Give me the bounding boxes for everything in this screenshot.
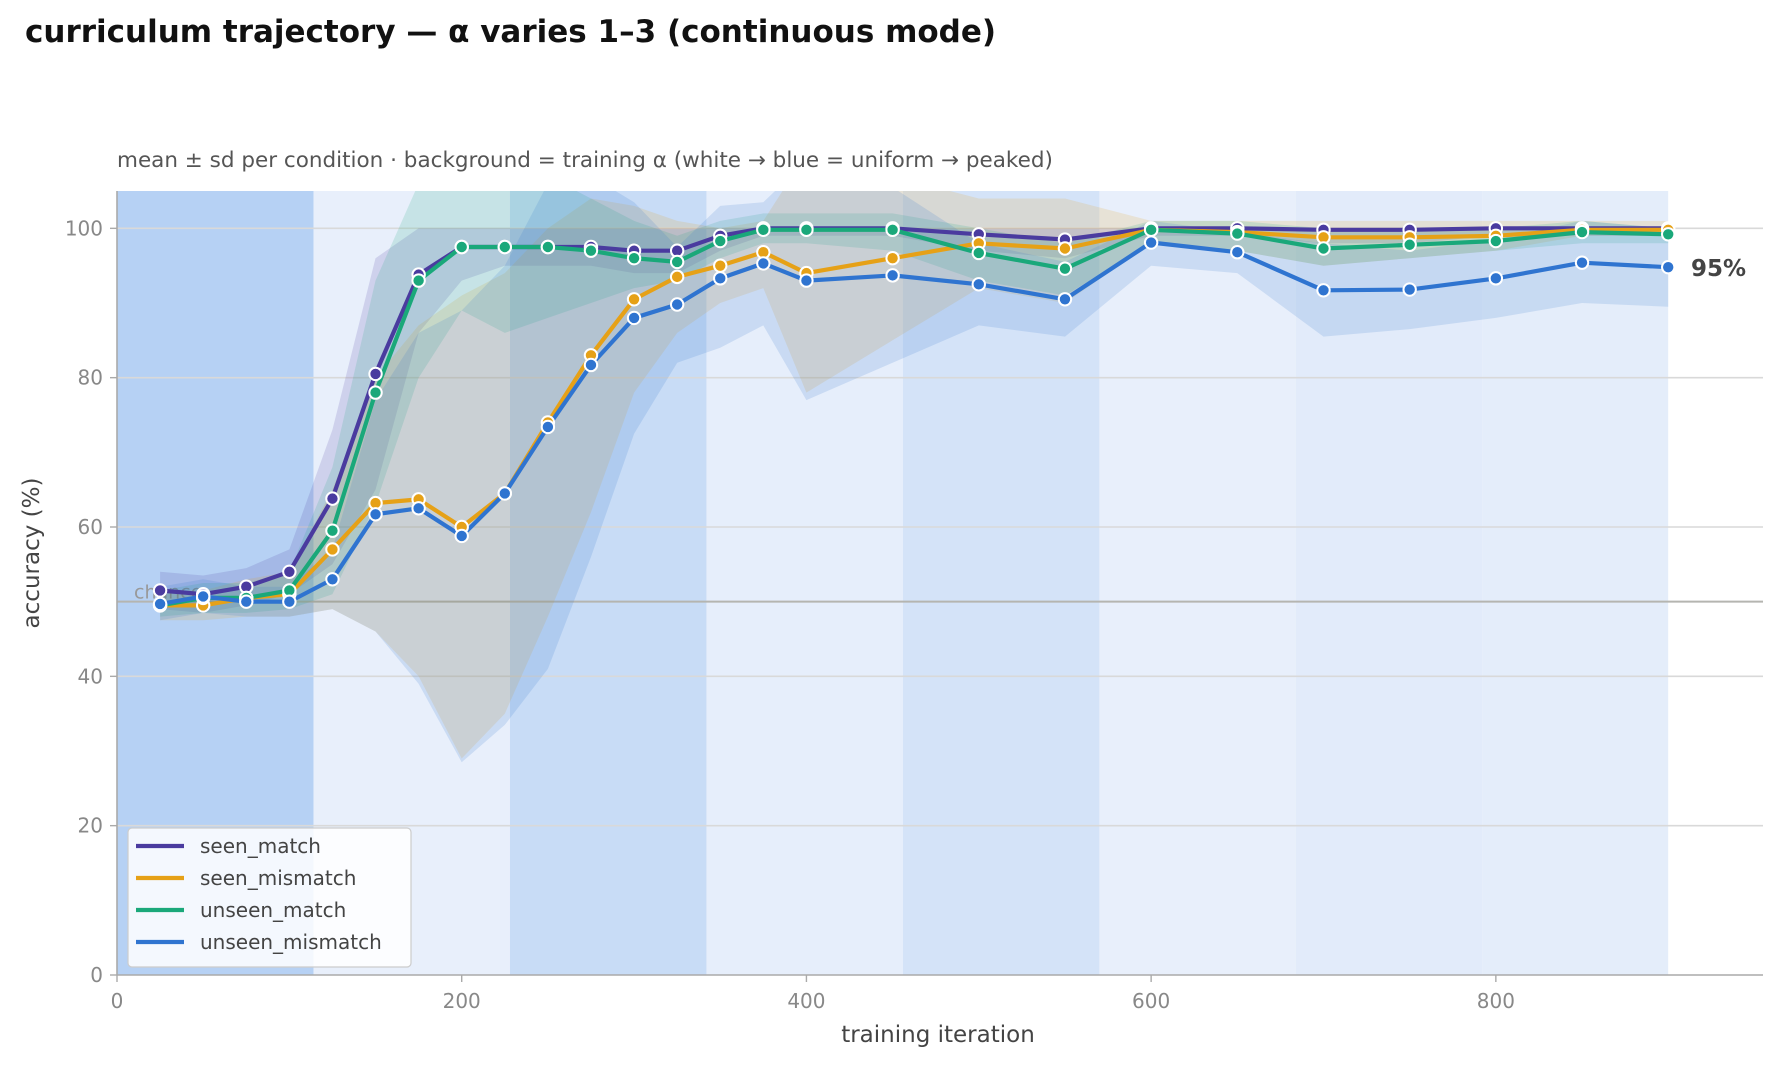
point-unseen_match [1488, 233, 1504, 249]
point-unseen_mismatch [195, 589, 211, 604]
point-unseen_match [1574, 224, 1590, 240]
series-lines [158, 226, 1671, 608]
y-tick-label: 100 [65, 216, 103, 240]
sd-band-seen_mismatch [160, 191, 1669, 759]
point-unseen_match [1057, 261, 1073, 276]
point-unseen_match [497, 239, 513, 255]
point-unseen_mismatch [1488, 271, 1504, 286]
point-unseen_match [411, 273, 426, 288]
point-unseen_match [885, 222, 900, 238]
point-unseen_mismatch [756, 256, 771, 271]
point-seen_match [368, 366, 383, 382]
alpha-band [1482, 191, 1669, 975]
point-seen_match [152, 583, 168, 598]
point-unseen_mismatch [1316, 283, 1331, 298]
point-unseen_match [325, 523, 340, 538]
point-unseen_mismatch [497, 486, 513, 501]
point-unseen_mismatch [1574, 255, 1590, 270]
point-seen_mismatch [669, 269, 685, 285]
alpha-band [1099, 191, 1296, 975]
alpha-band [706, 191, 903, 975]
legend-entry: unseen_mismatch [200, 930, 382, 954]
point-seen_mismatch [885, 251, 900, 266]
point-unseen_mismatch [368, 507, 383, 522]
point-unseen_match [540, 239, 556, 255]
point-unseen_mismatch [282, 594, 297, 609]
y-tick-label: 80 [78, 366, 103, 390]
y-tick-label: 40 [78, 664, 103, 688]
sd-band-unseen_mismatch [160, 191, 1669, 763]
point-unseen_mismatch [1143, 235, 1159, 250]
legend-box [127, 827, 412, 968]
point-seen_match [325, 491, 340, 506]
series-markers [152, 221, 1676, 613]
axes: 0 20 40 60 80 100 0 200 400 600 800 [65, 191, 1763, 1013]
point-unseen_mismatch [540, 419, 556, 435]
point-unseen_match [626, 251, 642, 266]
point-unseen_match [799, 222, 814, 238]
point-unseen_mismatch [626, 310, 642, 326]
point-unseen_match [1143, 222, 1159, 238]
point-unseen_mismatch [713, 271, 728, 286]
point-unseen_mismatch [411, 501, 426, 516]
point-seen_mismatch [325, 542, 340, 557]
point-unseen_mismatch [669, 297, 685, 312]
x-tick-label: 400 [787, 989, 825, 1013]
point-unseen_mismatch [583, 357, 599, 373]
point-unseen_match [1661, 227, 1676, 242]
point-seen_mismatch [713, 258, 728, 273]
point-unseen_mismatch [152, 596, 168, 612]
point-unseen_match [1316, 241, 1331, 256]
line-seen_mismatch [158, 227, 1671, 608]
y-tick-label: 20 [78, 814, 103, 838]
point-unseen_match [583, 243, 599, 258]
alpha-background-bands [117, 191, 1763, 975]
point-unseen_match [1402, 237, 1417, 252]
point-unseen_match [368, 385, 383, 400]
point-unseen_mismatch [1057, 292, 1073, 307]
x-tick-label: 200 [443, 989, 481, 1013]
alpha-band [902, 191, 1100, 975]
legend-entry: seen_mismatch [200, 866, 356, 890]
y-axis-label: accuracy (%) [19, 478, 45, 629]
point-unseen_match [971, 245, 986, 261]
x-tick-label: 0 [111, 989, 124, 1013]
point-seen_match [282, 564, 297, 579]
point-unseen_mismatch [1661, 259, 1676, 275]
point-unseen_mismatch [1402, 282, 1417, 297]
point-unseen_mismatch [971, 277, 986, 292]
legend-entry: seen_match [200, 834, 321, 858]
legend-entry: unseen_match [200, 898, 346, 922]
point-unseen_mismatch [325, 572, 340, 587]
line-seen_match [158, 226, 1671, 597]
point-unseen_mismatch [1230, 245, 1245, 260]
point-seen_mismatch [626, 292, 642, 307]
x-axis-label: training iteration [841, 1022, 1035, 1048]
y-tick-label: 0 [90, 963, 103, 987]
x-tick-label: 600 [1132, 989, 1170, 1013]
point-unseen_mismatch [885, 268, 900, 283]
x-tick-label: 800 [1477, 989, 1515, 1013]
sd-band-unseen_match [160, 191, 1669, 617]
point-seen_mismatch [1057, 241, 1073, 256]
point-unseen_match [756, 222, 771, 238]
point-unseen_match [1230, 226, 1245, 241]
alpha-band [1295, 191, 1483, 975]
point-unseen_mismatch [239, 594, 254, 609]
end-value-annotation: 95% [1691, 256, 1746, 282]
legend: seen_match seen_mismatch unseen_matchunsee… [127, 827, 412, 968]
alpha-band [509, 191, 707, 975]
point-unseen_match [669, 254, 685, 270]
chart-title: curriculum trajectory — α varies 1–3 (co… [25, 14, 997, 50]
point-unseen_mismatch [454, 528, 469, 544]
line-unseen_match [158, 227, 1671, 608]
point-unseen_match [454, 239, 469, 255]
chart-subtitle: mean ± sd per condition · background = t… [117, 148, 1053, 173]
point-unseen_mismatch [799, 273, 814, 288]
point-unseen_match [713, 233, 728, 249]
line-unseen_mismatch [158, 240, 1671, 607]
y-tick-label: 60 [78, 515, 103, 539]
